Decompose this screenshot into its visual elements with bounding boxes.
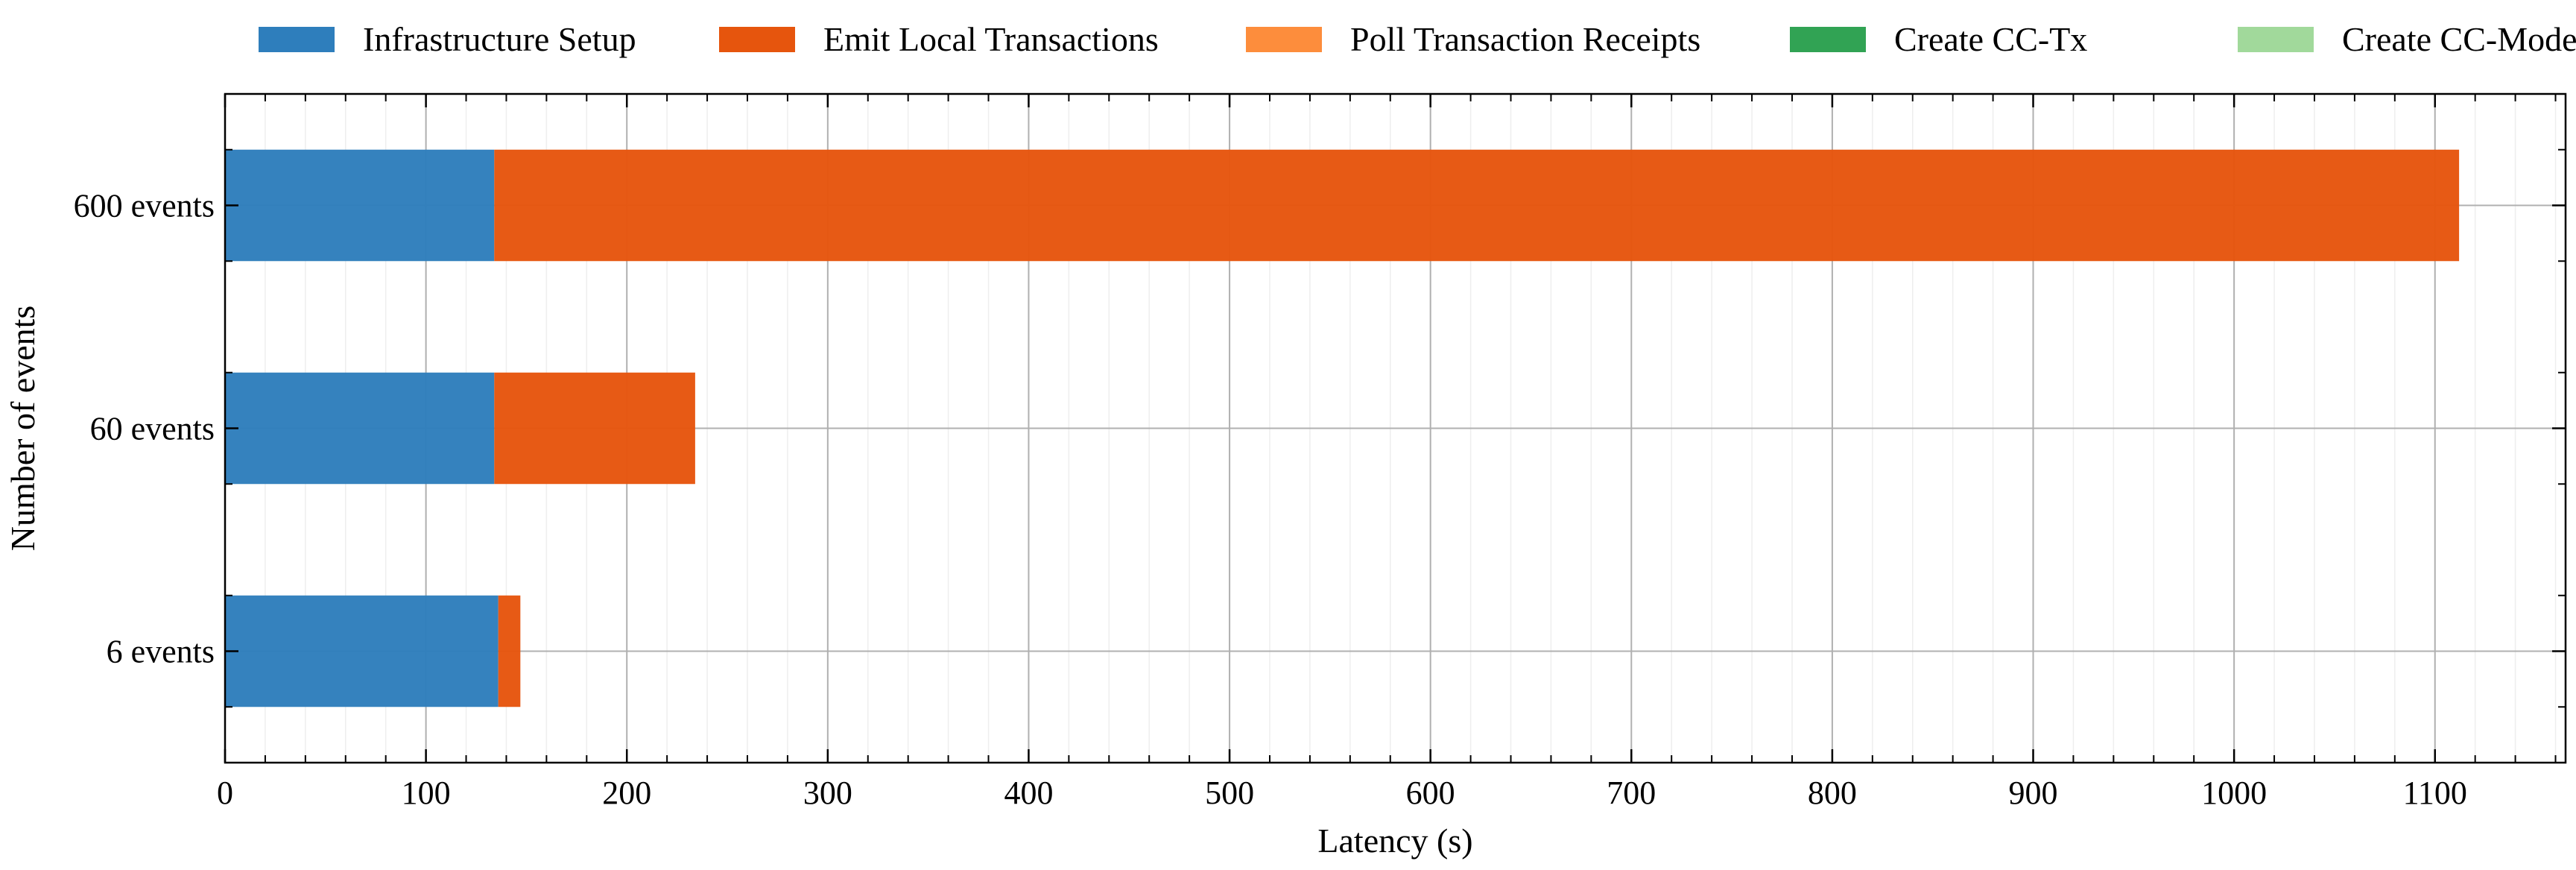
legend-swatch <box>259 27 335 52</box>
y-tick-label: 6 events <box>107 634 215 670</box>
x-tick-label: 500 <box>1205 775 1254 811</box>
x-tick-label: 900 <box>2009 775 2058 811</box>
bar-segment <box>494 149 2460 262</box>
legend-label: Infrastructure Setup <box>363 20 636 58</box>
legend-label: Poll Transaction Receipts <box>1350 20 1700 58</box>
y-axis-title: Number of events <box>4 306 42 552</box>
x-tick-label: 1000 <box>2201 775 2267 811</box>
x-tick-label: 600 <box>1406 775 1455 811</box>
x-tick-label: 0 <box>217 775 233 811</box>
legend-label: Create CC-Model <box>2342 20 2576 58</box>
x-tick-label: 700 <box>1607 775 1656 811</box>
legend-swatch <box>719 27 795 52</box>
ticks: 0 100 200 300 400 500 600 700 800 900 1000 1100 6 ev… <box>74 94 2566 811</box>
y-tick-label: 60 events <box>90 411 215 447</box>
x-tick-label: 300 <box>803 775 852 811</box>
bar-segment <box>494 372 695 485</box>
y-tick-label: 600 events <box>74 188 215 224</box>
bar-segment <box>498 595 521 707</box>
bar-segment <box>225 595 499 707</box>
legend-label: Emit Local Transactions <box>823 20 1159 58</box>
x-tick-label: 100 <box>402 775 451 811</box>
legend-swatch <box>2238 27 2314 52</box>
bars <box>225 149 2460 707</box>
legend-swatch <box>1246 27 1322 52</box>
x-tick-label: 1100 <box>2403 775 2467 811</box>
bar-segment <box>225 372 495 485</box>
legend-label: Create CC-Tx <box>1894 20 2087 58</box>
x-tick-label: 200 <box>602 775 651 811</box>
x-tick-label: 400 <box>1004 775 1053 811</box>
x-axis-title: Latency (s) <box>1317 822 1472 860</box>
legend-swatch <box>1790 27 1866 52</box>
legend: Infrastructure Setup Emit Local Transacti… <box>259 20 2576 58</box>
bar-segment <box>225 149 495 262</box>
x-tick-label: 800 <box>1808 775 1857 811</box>
